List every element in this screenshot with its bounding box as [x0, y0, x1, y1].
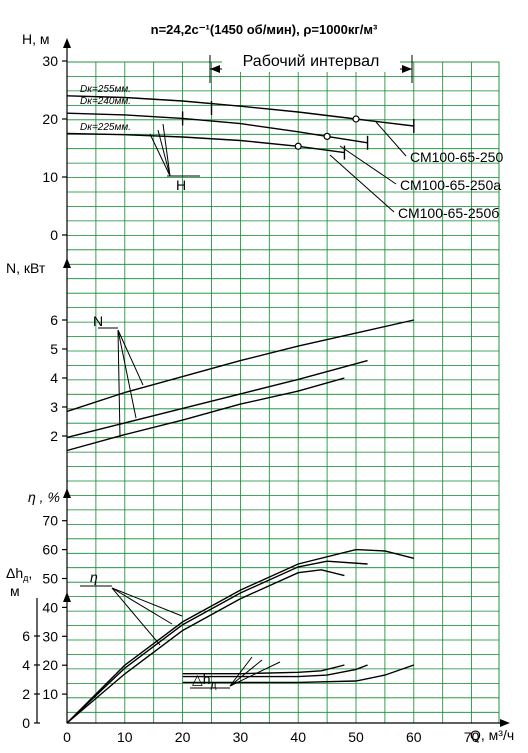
x-axis-label: Q, м³/ч: [470, 727, 514, 743]
npsh-callout: △hд: [192, 671, 217, 691]
eta-leader: [111, 587, 173, 625]
bep-marker: [294, 142, 302, 150]
head-tick-label: 20: [42, 111, 58, 127]
model-label-250b: СМ100-65-250б: [398, 205, 499, 221]
head-leader: [157, 129, 171, 177]
x-tick-label: 60: [406, 729, 422, 745]
power-curve-2: [66, 359, 368, 439]
x-tick-label: 70: [464, 729, 480, 745]
npsh-leader: [229, 661, 281, 687]
npsh-curve-1: [182, 664, 415, 684]
head-tick-label: 0: [50, 227, 58, 243]
eta-leader: [111, 587, 161, 646]
npsh-curve-2: [182, 664, 368, 678]
eff-tick-label: 60: [42, 542, 58, 558]
npsh-tick-label: 6: [22, 628, 30, 644]
power-curve-3: [66, 377, 345, 452]
x-tick-label: 50: [348, 729, 364, 745]
head-leader: [149, 133, 171, 177]
callout-leaders: [80, 121, 407, 689]
diameter-label-225: Dк=225мм.: [80, 122, 131, 133]
power-tick-label: 2: [50, 428, 58, 444]
power-callout: N: [93, 313, 103, 329]
power-tick-label: 4: [50, 370, 58, 386]
power-tick-label: 5: [50, 341, 58, 357]
x-tick-label: 0: [63, 729, 71, 745]
eff-curve-1: [66, 548, 414, 724]
bep-marker: [352, 115, 360, 123]
x-axis-arrow-icon: [500, 719, 510, 727]
n-axis-arrow-icon: [63, 258, 71, 268]
chart-title: n=24,2с⁻¹(1450 об/мин), ρ=1000кг/м³: [151, 22, 378, 37]
power-tick-label: 6: [50, 312, 58, 328]
bep-marker: [323, 132, 331, 140]
head-callout: H: [176, 177, 186, 193]
power-tick-label: 3: [50, 399, 58, 415]
eff-tick-label: 70: [42, 513, 58, 529]
eta-axis-label: η , %: [28, 489, 60, 505]
eta-axis-arrow-icon: [63, 488, 71, 498]
head-tick-label: 30: [42, 53, 58, 69]
npsh-tick-label: 0: [22, 715, 30, 731]
npsh-axis-arrow-icon: [63, 592, 71, 602]
npsh-axis-label-2: м: [10, 583, 20, 599]
power-leader: [117, 329, 144, 386]
eff-curve-3: [66, 569, 345, 724]
model-leader-250: [375, 121, 407, 157]
power-leader: [117, 329, 121, 438]
npsh-curve-3: [182, 664, 345, 675]
x-tick-label: 30: [233, 729, 249, 745]
diameter-label-255: Dк=255мм.: [80, 84, 131, 95]
npsh-leader: [229, 656, 253, 687]
eff-tick-label: 40: [42, 599, 58, 615]
eff-curve-2: [66, 560, 368, 724]
work-interval: Рабочий интервал: [209, 50, 413, 83]
npsh-tick-label: 4: [22, 657, 30, 673]
x-tick-label: 40: [290, 729, 306, 745]
head-axis-label: H, м: [22, 31, 50, 47]
model-leader-250b: [329, 154, 395, 213]
y-tick-labels: 0 10 20 30 2 3 4 5 6 10 20 30 40 50 60 70 0 2 4 6: [22, 53, 67, 731]
head-leader: [162, 123, 171, 177]
eff-tick-label: 10: [42, 686, 58, 702]
eff-tick-label: 20: [42, 657, 58, 673]
head-curve-3: [66, 132, 345, 154]
npsh-tick-label: 2: [22, 686, 30, 702]
work-interval-label: Рабочий интервал: [243, 53, 380, 70]
eff-tick-label: 30: [42, 628, 58, 644]
eta-leader: [111, 587, 183, 617]
model-label-250a: СМ100-65-250а: [400, 177, 501, 193]
npsh-leader: [229, 659, 263, 687]
y-axis-arrow-icon: [63, 38, 71, 48]
power-curve-1: [66, 319, 414, 413]
curves: [66, 95, 415, 724]
model-leader-250a: [339, 145, 397, 185]
diameter-label-240: Dк=240мм.: [80, 96, 131, 107]
head-tick-label: 10: [42, 169, 58, 185]
power-axis-label: N, кВт: [6, 260, 46, 276]
npsh-axis-label-1: Δhд,: [6, 565, 32, 583]
x-tick-label: 10: [117, 729, 133, 745]
x-tick-label: 20: [175, 729, 191, 745]
power-leader: [117, 329, 137, 419]
eff-tick-label: 50: [42, 571, 58, 587]
x-tick-labels: 0 10 20 30 40 50 60 70: [63, 729, 479, 745]
model-label-250: СМ100-65-250: [410, 149, 503, 165]
eta-callout: η: [90, 569, 98, 585]
